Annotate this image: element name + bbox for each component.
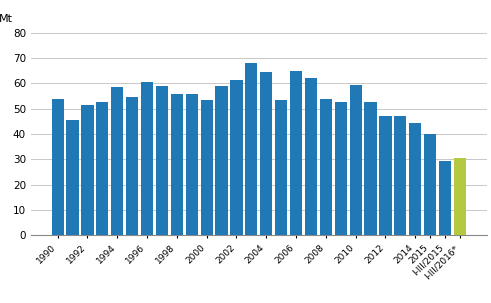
Bar — [290, 72, 302, 235]
Text: Mt: Mt — [0, 15, 13, 25]
Bar — [335, 102, 347, 235]
Bar — [111, 87, 123, 235]
Bar — [364, 102, 377, 235]
Bar — [424, 134, 436, 235]
Bar — [96, 102, 109, 235]
Bar — [394, 116, 407, 235]
Bar — [200, 100, 213, 235]
Bar — [126, 97, 138, 235]
Bar — [454, 158, 466, 235]
Bar — [246, 63, 257, 235]
Bar — [305, 78, 317, 235]
Bar — [275, 100, 287, 235]
Bar — [141, 82, 153, 235]
Bar — [52, 98, 64, 235]
Bar — [409, 123, 421, 235]
Bar — [350, 85, 362, 235]
Bar — [171, 94, 183, 235]
Bar — [320, 99, 332, 235]
Bar — [380, 116, 392, 235]
Bar — [260, 72, 273, 235]
Bar — [66, 120, 79, 235]
Bar — [216, 86, 228, 235]
Bar — [230, 79, 243, 235]
Bar — [439, 161, 451, 235]
Bar — [82, 105, 94, 235]
Bar — [186, 94, 198, 235]
Bar — [156, 86, 168, 235]
